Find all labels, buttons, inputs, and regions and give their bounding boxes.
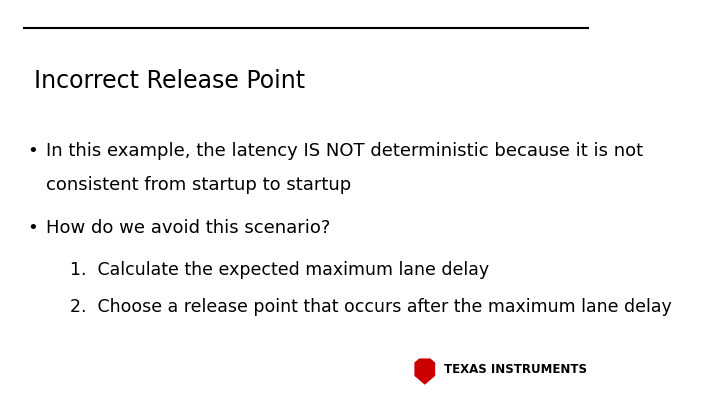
Text: consistent from startup to startup: consistent from startup to startup — [46, 176, 351, 194]
Text: How do we avoid this scenario?: How do we avoid this scenario? — [46, 219, 330, 237]
Text: •: • — [27, 219, 38, 237]
Polygon shape — [415, 358, 435, 385]
Text: •: • — [27, 142, 38, 160]
Text: TEXAS INSTRUMENTS: TEXAS INSTRUMENTS — [444, 363, 587, 376]
Text: 2.  Choose a release point that occurs after the maximum lane delay: 2. Choose a release point that occurs af… — [71, 298, 672, 315]
Text: In this example, the latency IS NOT deterministic because it is not: In this example, the latency IS NOT dete… — [46, 142, 643, 160]
Text: 1.  Calculate the expected maximum lane delay: 1. Calculate the expected maximum lane d… — [71, 261, 490, 279]
Text: Incorrect Release Point: Incorrect Release Point — [34, 69, 305, 93]
